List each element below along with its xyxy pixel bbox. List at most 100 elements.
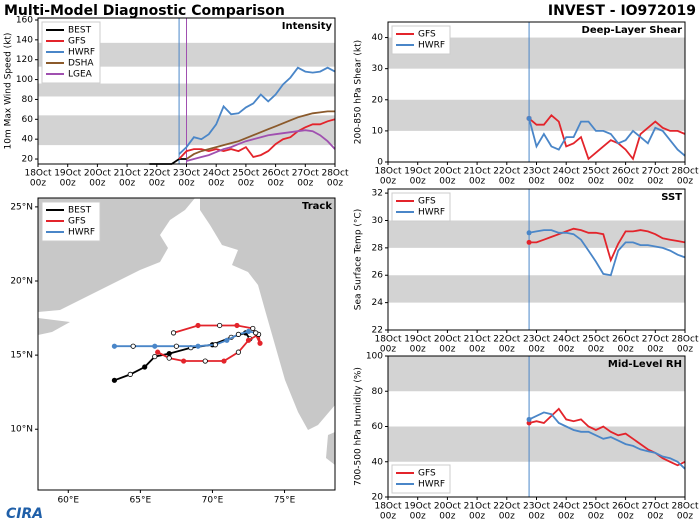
legend-label: LGEA [68, 70, 93, 80]
x-tick-label: 23Oct [523, 502, 550, 512]
x-tick-label: 00z [238, 179, 254, 189]
series-line [528, 411, 686, 470]
y-tick-label: 20 [22, 155, 34, 165]
y-tick-label: 40 [372, 457, 384, 467]
x-tick-label: 22Oct [493, 502, 520, 512]
track-point [195, 343, 201, 349]
x-tick-label: 22Oct [493, 335, 520, 345]
x-tick-label: 00z [499, 345, 515, 355]
x-tick-label: 00z [410, 177, 426, 187]
y-tick-label: 100 [366, 352, 383, 362]
x-tick-label: 00z [380, 512, 396, 522]
land-india [200, 198, 335, 430]
x-tick-label: 18Oct [374, 502, 401, 512]
legend-label: BEST [68, 26, 92, 36]
track-line [157, 324, 261, 362]
track-point [253, 330, 259, 336]
y-tick-label: 40 [372, 33, 384, 43]
series-line [528, 229, 686, 277]
x-tick-label: 25Oct [582, 335, 609, 345]
x-tick-label: 00z [588, 177, 604, 187]
x-tick-label: 26Oct [262, 169, 289, 179]
x-tick-label: 20Oct [434, 335, 461, 345]
x-tick-label: 00z [380, 345, 396, 355]
init-dot [526, 115, 532, 121]
legend-box [391, 192, 451, 222]
legend-label: HWRF [68, 48, 95, 58]
frame [37, 17, 336, 165]
x-tick-label: 26Oct [612, 502, 639, 512]
x-tick-label: 00z [380, 177, 396, 187]
y-tick-label: 26 [372, 271, 384, 281]
x-tick-label: 00z [647, 512, 663, 522]
track-point [257, 340, 263, 346]
x-tick-label: 21Oct [114, 169, 141, 179]
y-tick-label: 28 [372, 243, 384, 253]
x-tick-label: 26Oct [612, 335, 639, 345]
y-tick-label: 30 [372, 64, 384, 74]
legend-label: GFS [68, 217, 86, 227]
track-point [212, 342, 218, 348]
track-point [250, 325, 256, 332]
y-axis-label: Sea Surface Temp (°C) [354, 209, 364, 310]
band [388, 99, 685, 131]
track-point [234, 322, 240, 329]
y-tick-label: 20 [372, 95, 384, 105]
track-line [114, 330, 256, 348]
track-point [127, 371, 133, 377]
y-tick-label: 32 [372, 189, 383, 199]
band [388, 220, 685, 248]
y-tick-label: 10 [372, 126, 384, 136]
x-tick-label: 25Oct [582, 167, 609, 177]
x-tick-label: 00z [410, 512, 426, 522]
x-tick-label: 00z [469, 512, 485, 522]
legend-label: HWRF [418, 480, 445, 490]
x-tick-label: 00z [268, 179, 284, 189]
x-tick-label: 00z [410, 345, 426, 355]
track-point [245, 337, 252, 343]
x-tick-label: 00z [119, 179, 135, 189]
x-tick-label: 22Oct [493, 167, 520, 177]
y-tick-label: 30 [372, 216, 384, 226]
track-point [111, 377, 118, 383]
x-tick-label: 27Oct [642, 167, 669, 177]
x-tick-label: 28Oct [321, 169, 348, 179]
x-tick-label: 21Oct [464, 167, 491, 177]
init-dot [526, 420, 532, 426]
legend-label: DSHA [68, 59, 94, 69]
x-tick-label: 21Oct [464, 335, 491, 345]
frame [387, 21, 686, 163]
legend-label: HWRF [68, 228, 95, 238]
track-point [202, 358, 208, 364]
y-tick-label: 24 [372, 298, 384, 308]
series-line [186, 110, 335, 160]
x-tick-label: 00z [178, 179, 194, 189]
frame [387, 355, 686, 498]
x-tick-label: 00z [30, 179, 46, 189]
y-tick-label: 80 [372, 387, 384, 397]
track-point [245, 328, 252, 335]
series-line [149, 158, 187, 165]
legend-label: HWRF [418, 41, 445, 51]
track-point [111, 343, 118, 349]
series-line [529, 227, 686, 263]
panel-title: Deep-Layer Shear [582, 25, 683, 36]
track-point [142, 364, 148, 370]
x-tick-label: 27Oct [292, 169, 319, 179]
band [388, 356, 685, 392]
series-line [528, 118, 686, 157]
y-tick-label: 100 [16, 75, 33, 85]
land-sri-lanka [326, 432, 335, 465]
x-tick-label: 20Oct [84, 169, 111, 179]
legend-label: GFS [418, 30, 436, 40]
x-tick-label: 00z [327, 179, 343, 189]
x-tick-label: 00z [89, 179, 105, 189]
logo: CIRA [6, 506, 43, 522]
x-tick-label: 00z [297, 179, 313, 189]
x-tick-label: 00z [618, 345, 634, 355]
x-tick-label: 00z [439, 177, 455, 187]
x-tick-label: 28Oct [671, 167, 698, 177]
y-tick-label: 160 [16, 15, 33, 25]
x-tick-label: 24Oct [553, 167, 580, 177]
